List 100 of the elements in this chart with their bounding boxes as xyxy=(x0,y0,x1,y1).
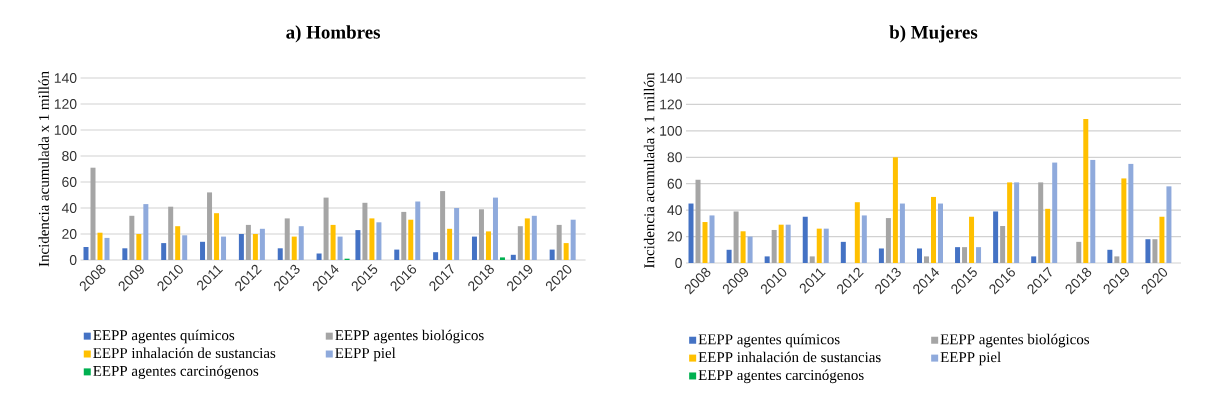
bar xyxy=(284,218,290,260)
legend-label: EEPP agentes carcinógenos xyxy=(698,369,864,384)
bar xyxy=(1128,163,1134,263)
bar xyxy=(401,211,407,260)
bar xyxy=(709,215,715,263)
bar xyxy=(937,203,943,263)
y-tick-label: 40 xyxy=(61,203,77,213)
y-tick-label: 140 xyxy=(660,73,682,83)
bar xyxy=(143,204,149,260)
bar xyxy=(168,206,174,260)
bar xyxy=(861,215,867,263)
bar xyxy=(355,230,361,260)
y-tick-label: 40 xyxy=(667,205,682,216)
bar xyxy=(1159,216,1165,263)
bar xyxy=(221,236,227,260)
bar xyxy=(733,211,739,263)
bar xyxy=(1007,182,1013,263)
y-tick-label: 120 xyxy=(660,99,682,110)
bar xyxy=(923,256,929,263)
bar xyxy=(90,167,96,260)
bar xyxy=(394,249,400,260)
y-tick-label: 80 xyxy=(62,151,77,161)
legend-label: EEPP agentes biológicos xyxy=(940,333,1090,348)
bar xyxy=(930,196,936,263)
bar xyxy=(129,215,135,260)
bar xyxy=(1052,162,1058,263)
bar xyxy=(517,226,523,260)
bar xyxy=(764,256,770,263)
y-tick-label: 100 xyxy=(660,125,682,136)
bar xyxy=(695,179,701,263)
bar xyxy=(291,236,297,260)
bar xyxy=(376,222,382,260)
bar xyxy=(840,241,846,263)
bar xyxy=(277,248,283,260)
bar xyxy=(245,224,251,260)
bar xyxy=(688,203,694,263)
bar xyxy=(408,219,414,260)
chart-title: a) Hombres xyxy=(286,25,381,43)
legend-label: EEPP inhalación de sustancias xyxy=(698,351,881,363)
legend-label: EEPP inhalación de sustancias xyxy=(93,347,276,359)
legend-label: EEPP agentes químicos xyxy=(698,333,840,348)
bar xyxy=(207,192,213,260)
bar xyxy=(1076,241,1082,263)
bar xyxy=(362,202,368,260)
legend-label: EEPP piel xyxy=(335,347,396,362)
bar xyxy=(1000,226,1006,263)
y-tick-label: 140 xyxy=(54,73,77,83)
y-tick-label: 0 xyxy=(675,258,682,268)
bar xyxy=(433,252,439,260)
bar xyxy=(854,202,860,263)
bar xyxy=(740,231,746,263)
bar xyxy=(702,222,708,263)
y-tick-label: 60 xyxy=(62,177,77,187)
y-tick-label: 100 xyxy=(54,125,77,135)
bar xyxy=(1045,208,1051,263)
bar xyxy=(214,213,220,260)
bar xyxy=(955,247,961,263)
bar xyxy=(885,218,891,263)
legend-label: EEPP agentes biológicos xyxy=(335,329,484,344)
bar xyxy=(259,228,265,260)
bar xyxy=(182,235,188,260)
bar xyxy=(238,234,244,260)
bar xyxy=(83,247,89,260)
y-tick-label: 80 xyxy=(667,152,682,163)
bar xyxy=(771,229,777,263)
chart-title: b) Mujeres xyxy=(889,25,978,43)
bar xyxy=(1107,249,1113,263)
legend-label: EEPP agentes químicos xyxy=(93,329,235,344)
bar xyxy=(97,232,103,260)
bar xyxy=(524,218,530,260)
y-tick-label: 60 xyxy=(667,178,682,189)
bar xyxy=(563,243,569,260)
bar xyxy=(499,257,505,260)
bar xyxy=(1114,256,1120,263)
bar xyxy=(549,249,555,260)
bar xyxy=(369,218,375,260)
bar xyxy=(200,241,206,260)
y-axis-title: Incidencia acumulada x 1 millón xyxy=(643,72,655,268)
bar xyxy=(1038,182,1044,263)
bar xyxy=(892,157,898,263)
legend-label: EEPP piel xyxy=(940,351,1001,366)
y-tick-label: 0 xyxy=(69,255,77,265)
bar xyxy=(1121,178,1127,263)
bar xyxy=(1166,186,1172,263)
bar xyxy=(1152,239,1158,263)
y-tick-label: 20 xyxy=(667,231,682,242)
bar xyxy=(136,234,142,260)
bar xyxy=(962,247,968,263)
bar xyxy=(823,228,829,263)
legend-label: EEPP agentes carcinógenos xyxy=(93,365,259,380)
bar xyxy=(122,248,128,260)
bar xyxy=(1090,159,1096,263)
bar xyxy=(1145,239,1151,263)
bar xyxy=(778,224,784,263)
bar xyxy=(1014,182,1020,263)
bar xyxy=(252,234,258,260)
bar xyxy=(316,253,322,260)
bar xyxy=(785,224,791,263)
bar xyxy=(916,248,922,263)
bar xyxy=(809,256,815,263)
